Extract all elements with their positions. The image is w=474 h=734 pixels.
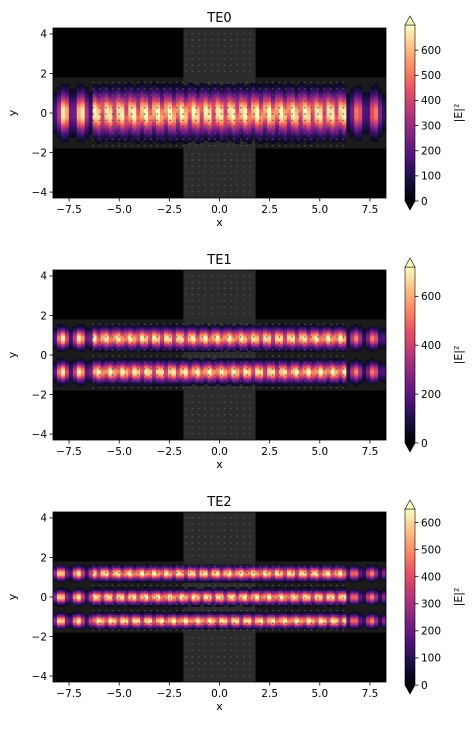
y-tick-label: 2 <box>40 310 47 322</box>
core-column <box>183 270 255 440</box>
x-axis-label: x <box>216 216 223 229</box>
colorbar-tick-label: 500 <box>421 544 441 556</box>
y-axis-label: y <box>6 109 19 116</box>
field-intensity <box>53 82 386 144</box>
colorbar-tick-label: 600 <box>421 45 441 57</box>
colorbar-tick-label: 200 <box>421 389 441 401</box>
colorbar-extend-max <box>405 500 415 509</box>
y-tick-label: −2 <box>32 147 47 159</box>
x-tick-label: −5.0 <box>106 446 132 458</box>
x-tick-label: 0.0 <box>211 204 228 216</box>
x-tick-label: 2.5 <box>261 446 278 458</box>
x-tick-label: 5.0 <box>311 688 328 700</box>
colorbar-tick-label: 200 <box>421 626 441 638</box>
y-tick-label: −2 <box>32 631 47 643</box>
heatmap-area <box>53 512 386 683</box>
colorbar-extend-max <box>405 258 415 267</box>
y-tick-label: −2 <box>32 389 47 401</box>
x-tick-label: 2.5 <box>261 688 278 700</box>
y-tick-label: 4 <box>40 513 47 525</box>
colorbar: 0 100 200 300 400 500 600 |E|² <box>405 500 465 694</box>
y-tick-label: 0 <box>40 592 47 604</box>
y-tick-label: 2 <box>40 68 47 80</box>
x-axis-label: x <box>216 458 223 471</box>
x-tick-label: −7.5 <box>56 446 82 458</box>
colorbar-label: |E|² <box>452 588 465 607</box>
y-tick-label: 2 <box>40 552 47 564</box>
colorbar-extend-min <box>405 201 415 210</box>
colorbar-tick-label: 0 <box>421 196 428 208</box>
colorbar-tick-label: 100 <box>421 171 441 183</box>
colorbar-tick-label: 400 <box>421 340 441 352</box>
panel-te2: TE2 −7.5 −5.0 −2.5 0.0 2.5 5.0 7.5 x −4 −2 0 2 4 y 0 100… <box>6 495 465 713</box>
y-tick-label: −4 <box>32 187 48 199</box>
heatmap-area <box>53 270 386 441</box>
y-axis-label: y <box>6 351 19 358</box>
colorbar-extend-min <box>405 685 415 694</box>
x-tick-label: −2.5 <box>157 446 183 458</box>
colorbar: 0 100 200 300 400 500 600 |E|² <box>405 16 465 210</box>
colorbar-tick-label: 300 <box>421 120 441 132</box>
x-tick-label: 0.0 <box>211 446 228 458</box>
colorbar-gradient <box>405 509 415 685</box>
colorbar-tick-label: 400 <box>421 95 441 107</box>
x-tick-label: −5.0 <box>106 204 132 216</box>
y-tick-label: −4 <box>32 671 48 683</box>
x-tick-label: 5.0 <box>311 204 328 216</box>
x-axis-label: x <box>216 700 223 713</box>
plot-title: TE0 <box>206 11 231 26</box>
x-tick-label: −5.0 <box>106 688 132 700</box>
panel-te0: TE0 −7.5 −5.0 −2.5 0.0 2.5 5.0 7.5 x −4 −2 0 2 4 y 0 100… <box>6 11 465 229</box>
y-tick-label: −4 <box>32 429 48 441</box>
colorbar-extend-min <box>405 443 415 452</box>
x-tick-label: 0.0 <box>211 688 228 700</box>
colorbar-label: |E|² <box>452 346 465 365</box>
x-tick-label: 7.5 <box>362 446 379 458</box>
colorbar-tick-label: 600 <box>421 291 441 303</box>
colorbar: 0 200 400 600 |E|² <box>405 258 465 452</box>
colorbar-tick-label: 0 <box>421 438 428 450</box>
y-tick-label: 0 <box>40 350 47 362</box>
colorbar-tick-label: 0 <box>421 680 428 692</box>
panel-te1: TE1 −7.5 −5.0 −2.5 0.0 2.5 5.0 7.5 x −4 −2 0 2 4 y 0 200… <box>6 253 465 471</box>
x-tick-label: −7.5 <box>56 688 82 700</box>
y-tick-label: 4 <box>40 29 47 41</box>
heatmap-area <box>53 28 386 199</box>
colorbar-tick-label: 500 <box>421 70 441 82</box>
x-tick-label: 5.0 <box>311 446 328 458</box>
y-tick-label: 0 <box>40 108 47 120</box>
x-tick-label: 7.5 <box>362 688 379 700</box>
y-axis-label: y <box>6 593 19 600</box>
colorbar-gradient <box>405 25 415 201</box>
x-tick-label: −7.5 <box>56 204 82 216</box>
colorbar-tick-label: 200 <box>421 146 441 158</box>
colorbar-gradient <box>405 267 415 443</box>
y-tick-label: 4 <box>40 271 47 283</box>
field-intensity <box>53 565 386 630</box>
x-tick-label: −2.5 <box>157 204 183 216</box>
x-tick-label: −2.5 <box>157 688 183 700</box>
colorbar-tick-label: 600 <box>421 517 441 529</box>
x-tick-label: 7.5 <box>362 204 379 216</box>
colorbar-label: |E|² <box>452 104 465 123</box>
colorbar-tick-label: 100 <box>421 653 441 665</box>
colorbar-tick-label: 400 <box>421 571 441 583</box>
colorbar-tick-label: 300 <box>421 599 441 611</box>
plot-title: TE1 <box>206 253 231 268</box>
plot-title: TE2 <box>206 495 231 510</box>
x-tick-label: 2.5 <box>261 204 278 216</box>
colorbar-extend-max <box>405 16 415 25</box>
